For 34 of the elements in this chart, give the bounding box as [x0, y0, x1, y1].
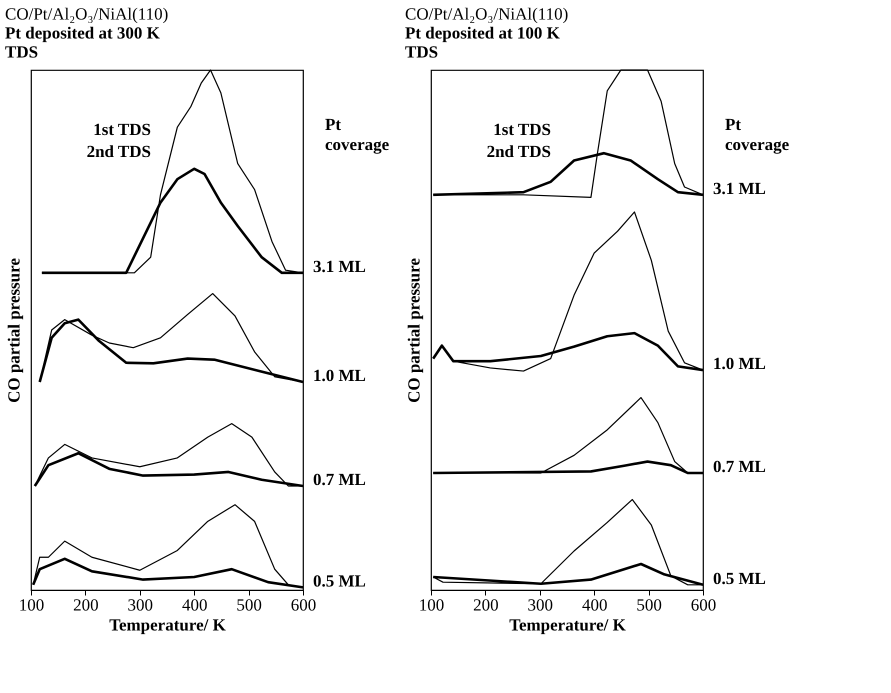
- x-tick-label: 100: [18, 596, 44, 614]
- chart-subtitle: Pt deposited at 300 K TDS: [5, 23, 161, 62]
- x-tick-label: 400: [182, 596, 208, 614]
- x-tick-label: 300: [528, 596, 554, 614]
- text: 0.5 ML: [313, 571, 366, 590]
- text: 3.1 ML: [313, 256, 366, 276]
- x-tick-label: 600: [690, 596, 716, 614]
- annotation: 1st TDS: [493, 120, 551, 139]
- chart-subtitle: Pt deposited at 100 K TDS: [405, 23, 561, 62]
- chart-title: CO/Pt/Al₂O₃/NiAl(110): [405, 4, 568, 24]
- x-tick-label: 500: [236, 596, 262, 614]
- x-tick-label: 200: [473, 596, 499, 614]
- x-tick-label: 300: [128, 596, 154, 614]
- x-tick-label: 200: [73, 596, 99, 614]
- text: 0.7 ML: [713, 457, 766, 476]
- y-axis-title: CO partial pressure: [4, 258, 24, 403]
- x-axis-title: Temperature/ K: [509, 616, 627, 634]
- x-tick-label: 100: [418, 596, 444, 614]
- text: 1.0 ML: [713, 354, 766, 374]
- text: 0.5 ML: [713, 568, 766, 588]
- annotation: 2nd TDS: [486, 142, 551, 161]
- x-tick-label: 500: [636, 596, 662, 614]
- annotation: 2nd TDS: [86, 142, 151, 161]
- text: 1.0 ML: [313, 366, 366, 385]
- chart-title: CO/Pt/Al₂O₃/NiAl(110): [5, 4, 168, 24]
- y-axis-title: CO partial pressure: [404, 258, 424, 403]
- text: 3.1 ML: [713, 178, 766, 198]
- text: Pt coverage: [325, 115, 390, 154]
- x-tick-label: 400: [582, 596, 608, 614]
- text: Pt coverage: [725, 115, 790, 154]
- x-axis-title: Temperature/ K: [109, 616, 227, 634]
- x-tick-label: 600: [290, 596, 316, 614]
- annotation: 1st TDS: [93, 120, 151, 139]
- text: 0.7 ML: [313, 470, 366, 489]
